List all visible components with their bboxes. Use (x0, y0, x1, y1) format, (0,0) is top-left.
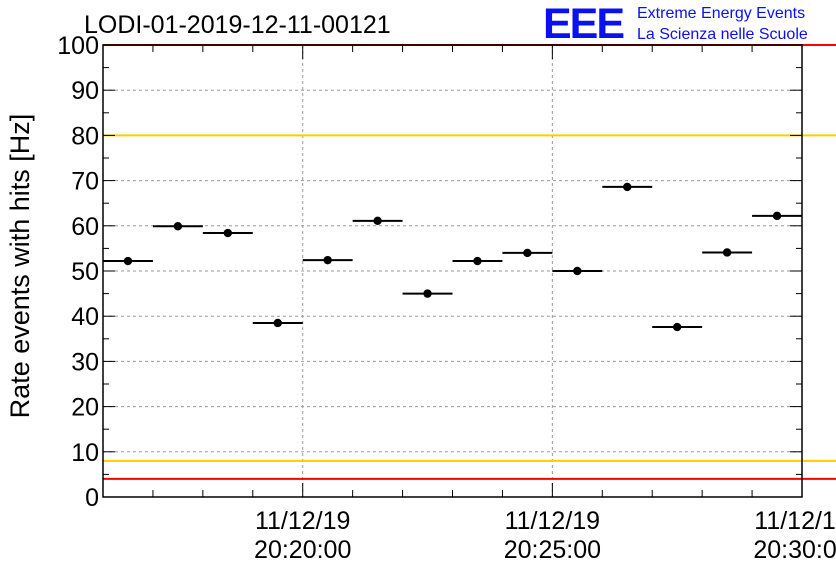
data-point-7 (473, 256, 482, 266)
x-tick-label-date: 11/12/19 (505, 507, 600, 535)
y-tick-label: 100 (57, 32, 99, 60)
logo-line-2: La Scienza nelle Scuole (637, 26, 808, 43)
data-point-13 (772, 211, 782, 221)
data-point-10 (623, 182, 632, 192)
y-tick-label: 60 (71, 213, 99, 241)
data-point-9 (573, 266, 582, 276)
y-tick-label: 90 (71, 77, 99, 105)
y-tick-label: 20 (71, 394, 99, 422)
chart-title: LODI-01-2019-12-11-00121 (84, 11, 391, 39)
data-point-1 (173, 222, 183, 231)
y-tick-label: 10 (71, 439, 99, 467)
x-tick-label-date: 11/12/19 (754, 507, 836, 535)
data-point-12 (722, 248, 732, 257)
y-tick-label: 70 (71, 168, 99, 196)
x-tick-label-time: 20:30:00 (753, 536, 836, 564)
logo-line-1: Extreme Energy Events (637, 5, 805, 22)
x-tick-label-time: 20:20:00 (254, 536, 351, 564)
data-point-6 (423, 289, 432, 298)
x-tick-label-time: 20:25:00 (504, 536, 601, 564)
data-point-2 (223, 228, 233, 238)
data-point-0 (123, 256, 133, 266)
y-axis-label: Rate events with hits [Hz] (5, 114, 35, 419)
y-tick-label: 50 (71, 258, 99, 286)
data-point-11 (672, 322, 682, 332)
x-tick-label-date: 11/12/19 (255, 507, 350, 535)
y-tick-label: 40 (71, 303, 99, 331)
y-tick-label: 30 (71, 348, 99, 376)
data-point-3 (273, 318, 282, 328)
y-tick-label: 80 (71, 122, 99, 150)
data-point-8 (523, 248, 532, 258)
data-point-4 (323, 255, 332, 265)
data-point-5 (373, 216, 382, 226)
eee-logo-letters: EEE (543, 0, 623, 48)
y-tick-label: 0 (85, 484, 99, 512)
